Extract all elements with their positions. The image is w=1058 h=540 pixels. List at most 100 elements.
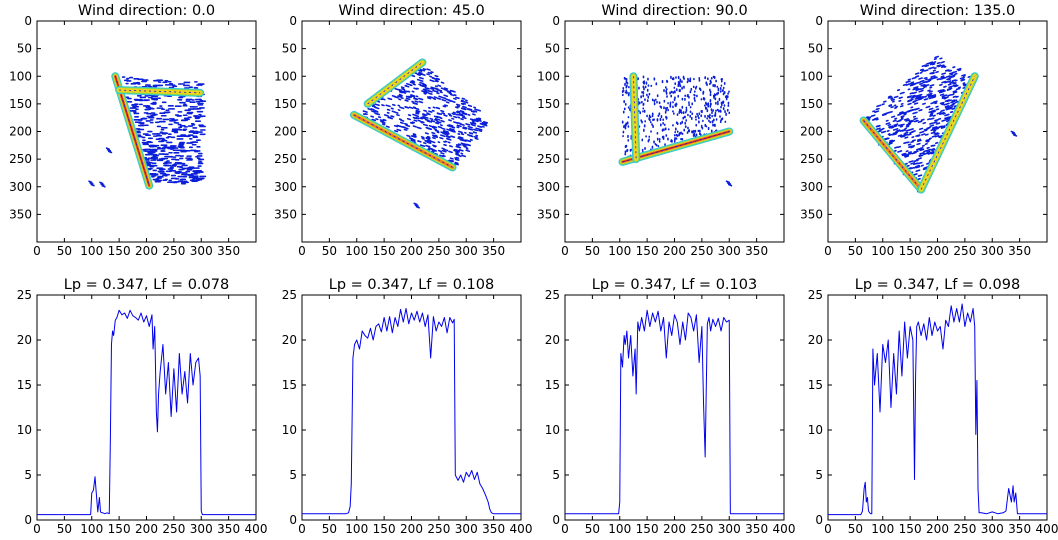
x-tick-label: 200 <box>926 522 949 536</box>
building-mark <box>370 115 375 118</box>
building-mark <box>944 81 948 84</box>
building-mark <box>450 159 455 162</box>
building-mark <box>924 69 929 72</box>
heatmap-layer <box>618 72 734 187</box>
building-mark <box>474 118 480 122</box>
building-mark <box>896 89 901 92</box>
building-mark <box>412 83 416 86</box>
building-mark <box>922 121 927 125</box>
building-mark <box>371 110 376 113</box>
building-mark <box>458 149 464 152</box>
x-tick-label: 350 <box>482 522 505 536</box>
building-mark <box>420 136 425 139</box>
x-tick-label: 350 <box>745 244 768 258</box>
building-mark <box>897 124 903 127</box>
building-mark <box>440 81 445 84</box>
y-tick-label: 200 <box>9 125 32 139</box>
building-mark <box>917 177 921 181</box>
building-mark <box>892 119 897 123</box>
x-tick-label: 250 <box>953 244 976 258</box>
building-mark <box>399 106 405 110</box>
plot-frame <box>301 294 522 521</box>
building-mark <box>926 146 930 149</box>
building-mark <box>427 120 433 123</box>
building-mark <box>945 116 950 120</box>
building-mark <box>463 145 468 149</box>
building-mark <box>412 125 417 128</box>
x-tick-label: 400 <box>510 522 533 536</box>
outlier-mark <box>105 147 111 150</box>
building-mark <box>910 162 916 165</box>
y-tick-label: 10 <box>808 423 823 437</box>
building-mark <box>454 158 459 161</box>
building-mark <box>891 115 896 118</box>
building-mark <box>885 122 891 125</box>
building-mark <box>954 72 958 75</box>
x-tick-label: 100 <box>80 522 103 536</box>
building-mark <box>911 130 916 133</box>
outlier-mark <box>1010 130 1015 134</box>
building-mark <box>465 123 471 126</box>
x-tick-label: 0 <box>561 522 569 536</box>
building-mark <box>936 111 942 115</box>
building-mark <box>905 164 910 168</box>
building-mark <box>415 110 420 113</box>
building-mark <box>944 105 950 108</box>
series-line-1 <box>302 308 521 515</box>
building-mark <box>935 105 939 108</box>
building-mark <box>960 78 966 82</box>
building-mark <box>890 106 894 109</box>
building-mark <box>897 145 902 149</box>
y-tick-label: 25 <box>17 288 32 302</box>
building-mark <box>440 134 446 138</box>
building-mark <box>931 148 935 151</box>
building-mark <box>912 99 918 103</box>
building-mark <box>930 144 934 147</box>
building-mark <box>419 81 425 85</box>
building-mark <box>415 109 421 113</box>
building-mark <box>462 112 468 116</box>
building-mark <box>913 166 918 169</box>
building-mark <box>438 95 443 98</box>
x-tick-label: 100 <box>345 522 368 536</box>
building-mark <box>936 78 941 81</box>
building-mark <box>917 93 923 97</box>
building-mark <box>877 130 882 133</box>
building-mark <box>926 79 932 83</box>
x-tick-label: 0 <box>824 522 832 536</box>
building-mark <box>446 90 452 93</box>
building-mark <box>426 87 430 90</box>
plot-frame <box>301 20 522 243</box>
building-mark <box>931 148 936 152</box>
building-mark <box>887 123 892 127</box>
building-mark <box>943 103 948 106</box>
building-mark <box>447 113 452 116</box>
building-mark <box>878 128 883 132</box>
building-mark <box>428 124 434 128</box>
building-mark <box>440 119 445 123</box>
building-mark <box>410 94 416 97</box>
y-tick-label: 15 <box>545 378 560 392</box>
building-mark <box>920 87 925 91</box>
x-tick-label: 400 <box>245 522 268 536</box>
x-tick-label: 300 <box>981 244 1004 258</box>
building-mark <box>470 110 475 113</box>
building-mark <box>941 80 947 84</box>
building-mark <box>922 167 927 171</box>
building-mark <box>935 108 940 111</box>
building-mark <box>939 77 944 80</box>
building-mark <box>963 84 968 87</box>
building-mark <box>888 142 893 145</box>
building-mark <box>932 121 938 124</box>
building-mark <box>450 135 456 139</box>
building-mark <box>433 87 438 90</box>
building-mark <box>462 105 467 109</box>
x-tick-label: 0 <box>33 244 41 258</box>
building-mark <box>410 139 416 143</box>
building-mark <box>461 154 466 158</box>
building-mark <box>442 148 449 152</box>
building-mark <box>443 114 448 117</box>
building-mark <box>381 121 386 124</box>
y-tick-label: 0 <box>24 14 32 28</box>
